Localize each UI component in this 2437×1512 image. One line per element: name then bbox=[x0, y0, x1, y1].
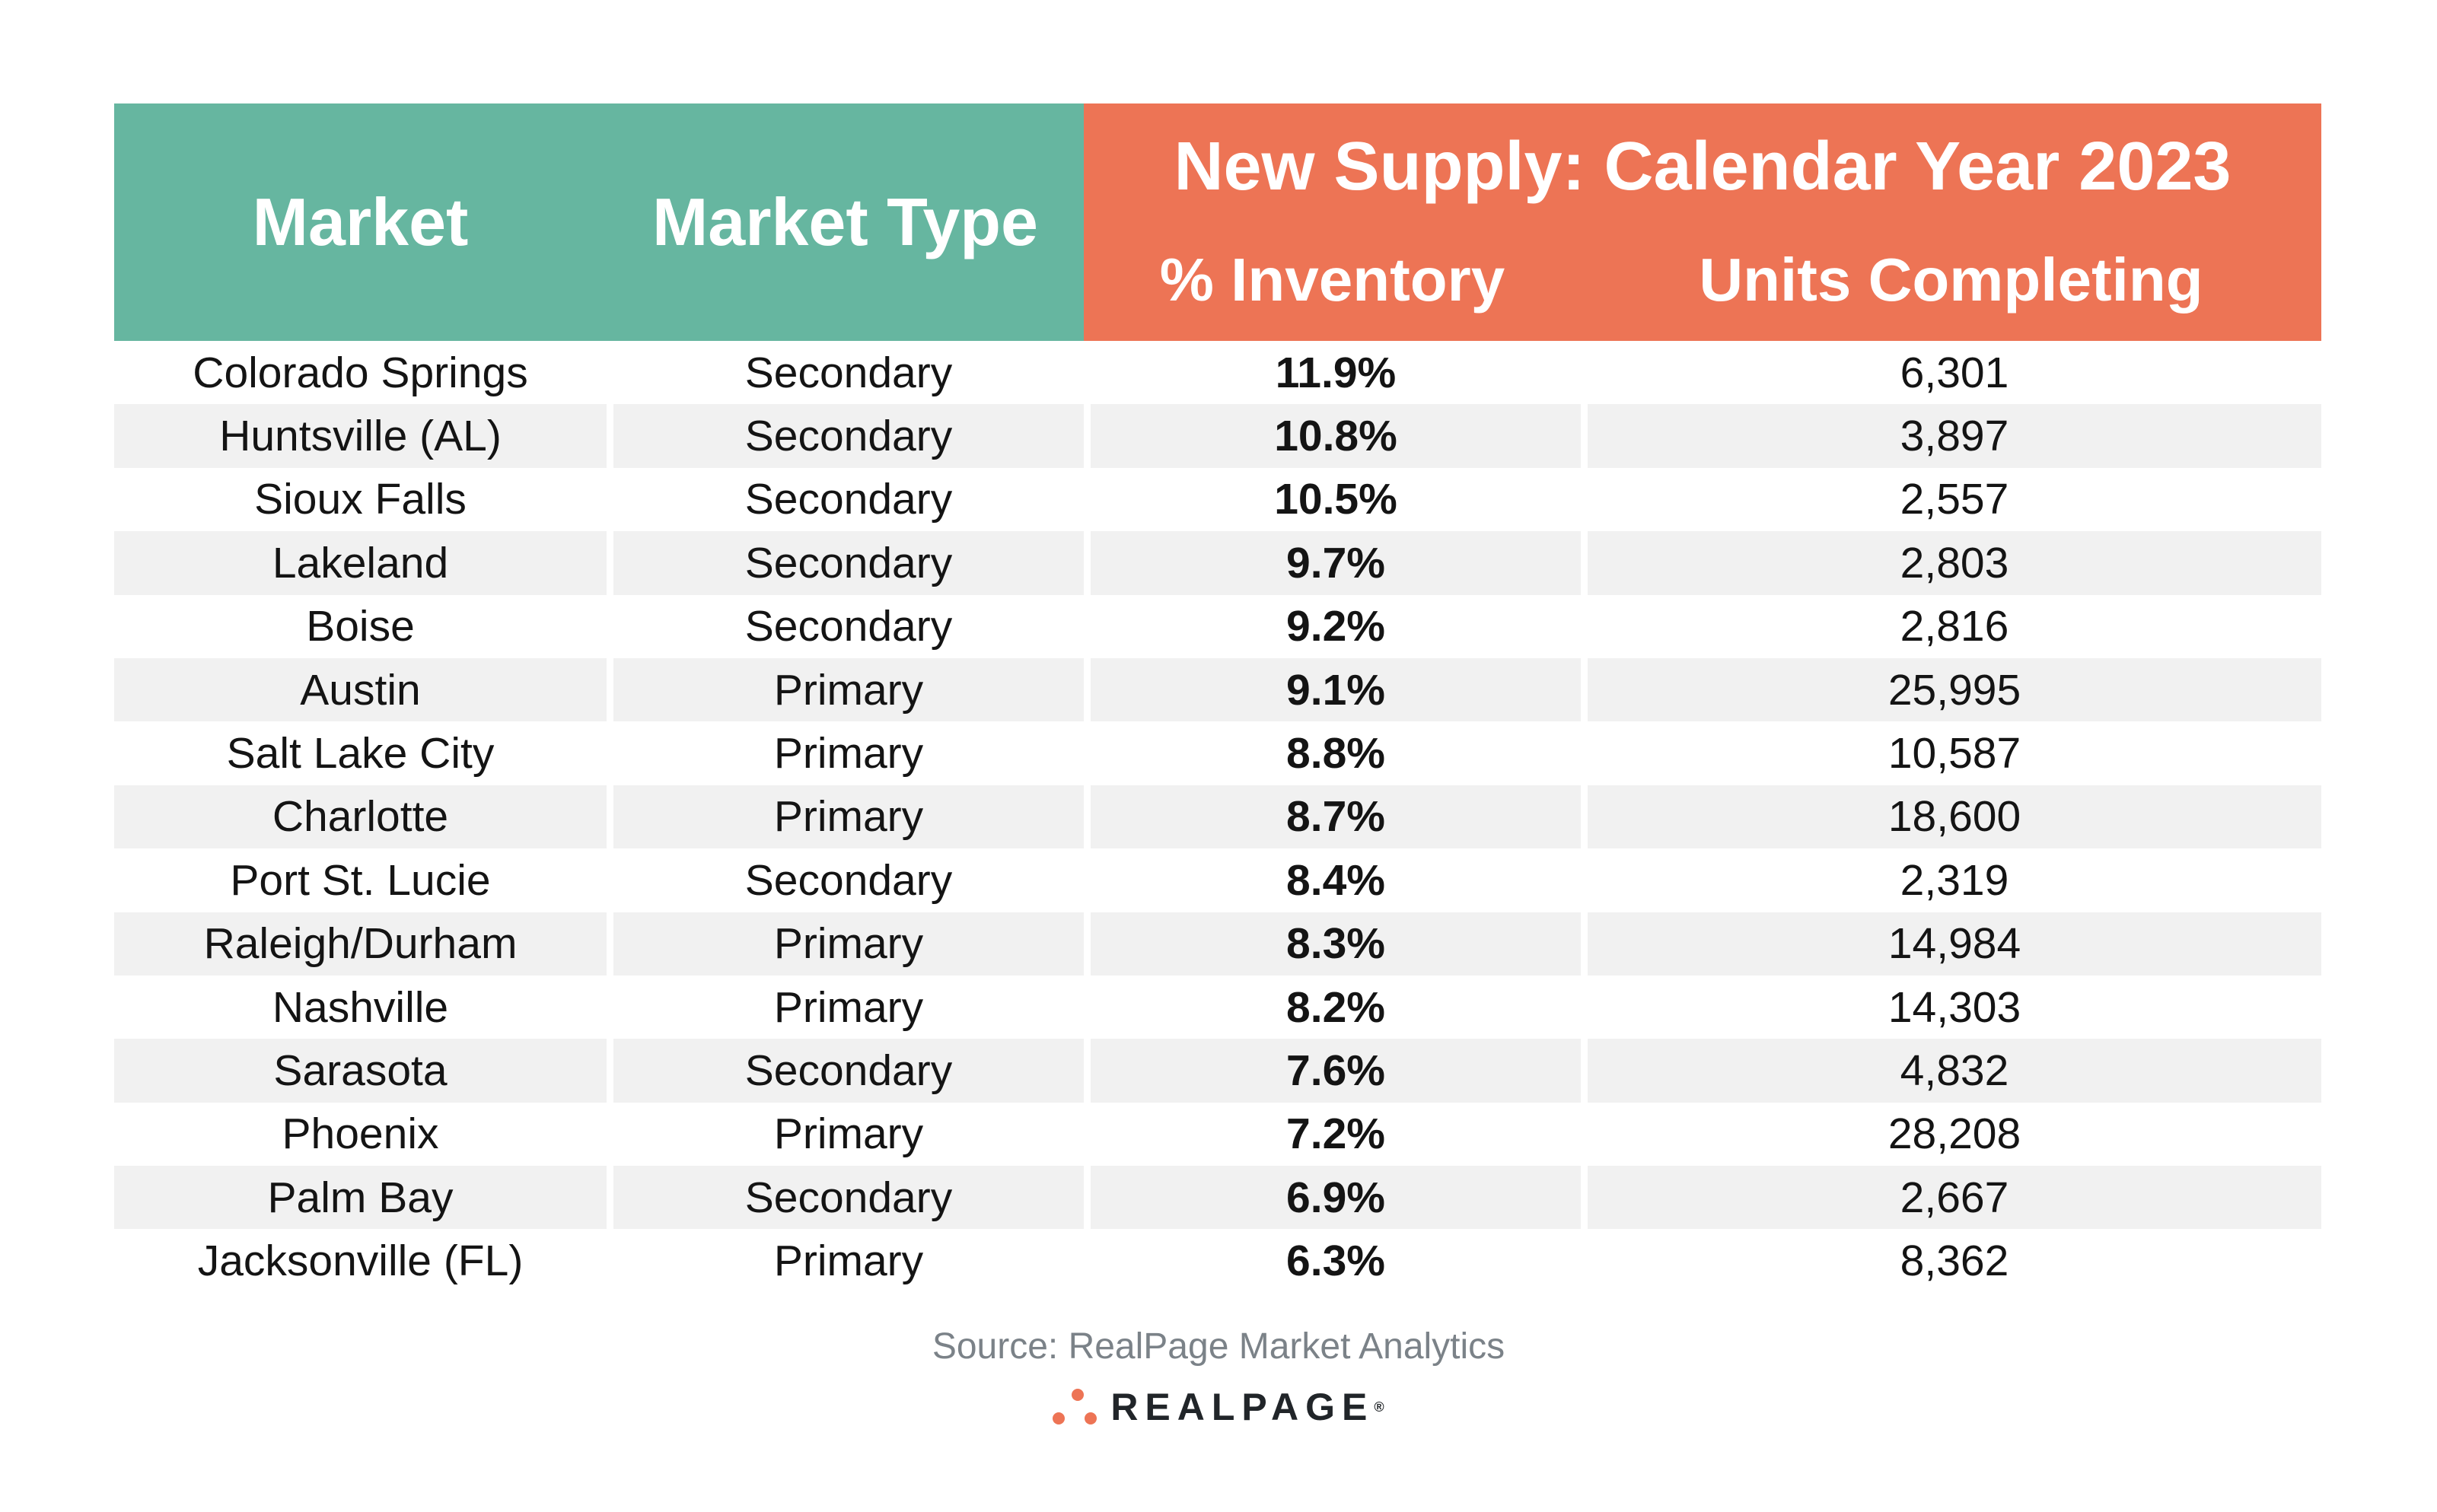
table-row: Raleigh/Durham Primary 8.3% 14,984 bbox=[114, 912, 2321, 976]
market-type-cell: Secondary bbox=[607, 467, 1084, 532]
units-completing-cell: 6,301 bbox=[1581, 341, 2321, 405]
pct-inventory-cell: 8.2% bbox=[1084, 975, 1581, 1039]
units-completing-cell: 2,667 bbox=[1581, 1166, 2321, 1230]
units-completing-cell: 8,362 bbox=[1581, 1229, 2321, 1293]
header-green-group: Market Market Type bbox=[114, 103, 1084, 341]
pct-inventory-cell: 8.8% bbox=[1084, 721, 1581, 785]
market-type-cell: Secondary bbox=[607, 848, 1084, 912]
units-completing-cell: 14,303 bbox=[1581, 975, 2321, 1039]
market-cell: Huntsville (AL) bbox=[219, 412, 502, 461]
supply-title: New Supply: Calendar Year 2023 bbox=[1174, 128, 2232, 205]
realpage-logo: REALPAGE ® bbox=[0, 1388, 2437, 1426]
realpage-wordmark: REALPAGE bbox=[1110, 1386, 1375, 1428]
market-cell: Boise bbox=[306, 602, 415, 651]
table-row: Boise Secondary 9.2% 2,816 bbox=[114, 594, 2321, 658]
market-cell: Austin bbox=[300, 665, 421, 715]
pct-inventory-column-header: % Inventory bbox=[1159, 246, 1505, 314]
market-cell: Sarasota bbox=[273, 1046, 448, 1095]
units-completing-cell: 4,832 bbox=[1581, 1039, 2321, 1103]
table-row: Lakeland Secondary 9.7% 2,803 bbox=[114, 531, 2321, 595]
table-row: Phoenix Primary 7.2% 28,208 bbox=[114, 1102, 2321, 1167]
table-row: Salt Lake City Primary 8.8% 10,587 bbox=[114, 721, 2321, 785]
table-row: Sarasota Secondary 7.6% 4,832 bbox=[114, 1039, 2321, 1103]
market-cell: Jacksonville (FL) bbox=[197, 1237, 524, 1286]
pct-inventory-cell: 10.5% bbox=[1084, 467, 1581, 532]
market-cell: Lakeland bbox=[272, 538, 449, 587]
market-type-cell: Secondary bbox=[607, 531, 1084, 595]
sub-header-row: % Inventory Units Completing bbox=[1084, 219, 2321, 341]
pct-inventory-cell: 7.6% bbox=[1084, 1039, 1581, 1103]
market-type-cell: Primary bbox=[607, 1229, 1084, 1293]
table-row: Port St. Lucie Secondary 8.4% 2,319 bbox=[114, 848, 2321, 912]
table-row: Colorado Springs Secondary 11.9% 6,301 bbox=[114, 341, 2321, 405]
table-row: Huntsville (AL) Secondary 10.8% 3,897 bbox=[114, 404, 2321, 468]
units-completing-cell: 25,995 bbox=[1581, 657, 2321, 722]
pct-inventory-cell: 6.9% bbox=[1084, 1166, 1581, 1230]
market-type-cell: Primary bbox=[607, 785, 1084, 849]
realpage-dots-icon bbox=[1053, 1389, 1097, 1425]
pct-inventory-cell: 6.3% bbox=[1084, 1229, 1581, 1293]
table-row: Jacksonville (FL) Primary 6.3% 8,362 bbox=[114, 1229, 2321, 1293]
market-type-cell: Primary bbox=[607, 975, 1084, 1039]
table-row: Charlotte Primary 8.7% 18,600 bbox=[114, 785, 2321, 849]
table-row: Nashville Primary 8.2% 14,303 bbox=[114, 975, 2321, 1039]
market-type-cell: Secondary bbox=[607, 404, 1084, 468]
market-type-cell: Secondary bbox=[607, 341, 1084, 405]
pct-inventory-cell: 9.7% bbox=[1084, 531, 1581, 595]
market-cell: Sioux Falls bbox=[254, 475, 467, 524]
market-type-cell: Primary bbox=[607, 912, 1084, 976]
market-type-cell: Secondary bbox=[607, 594, 1084, 658]
units-completing-cell: 2,557 bbox=[1581, 467, 2321, 532]
market-cell: Phoenix bbox=[282, 1109, 439, 1159]
pct-inventory-cell: 7.2% bbox=[1084, 1102, 1581, 1167]
pct-inventory-cell: 8.7% bbox=[1084, 785, 1581, 849]
units-completing-cell: 2,816 bbox=[1581, 594, 2321, 658]
table-body: Colorado Springs Secondary 11.9% 6,301 H… bbox=[114, 341, 2321, 1293]
units-completing-cell: 28,208 bbox=[1581, 1102, 2321, 1167]
market-cell: Palm Bay bbox=[267, 1173, 454, 1222]
pct-inventory-cell: 11.9% bbox=[1084, 341, 1581, 405]
pct-inventory-cell: 9.1% bbox=[1084, 657, 1581, 722]
registered-trademark: ® bbox=[1374, 1399, 1384, 1415]
table-row: Palm Bay Secondary 6.9% 2,667 bbox=[114, 1166, 2321, 1230]
table-header: Market Market Type New Supply: Calendar … bbox=[114, 103, 2321, 341]
units-completing-cell: 10,587 bbox=[1581, 721, 2321, 785]
units-completing-column-header: Units Completing bbox=[1699, 246, 2203, 314]
pct-inventory-cell: 8.3% bbox=[1084, 912, 1581, 976]
market-cell: Colorado Springs bbox=[193, 348, 528, 397]
market-cell: Salt Lake City bbox=[226, 729, 495, 778]
market-cell: Charlotte bbox=[272, 792, 449, 842]
table-row: Austin Primary 9.1% 25,995 bbox=[114, 657, 2321, 722]
market-cell: Port St. Lucie bbox=[230, 855, 491, 905]
market-column-header: Market bbox=[252, 184, 469, 259]
units-completing-cell: 14,984 bbox=[1581, 912, 2321, 976]
units-completing-cell: 18,600 bbox=[1581, 785, 2321, 849]
table-row: Sioux Falls Secondary 10.5% 2,557 bbox=[114, 467, 2321, 532]
market-cell: Raleigh/Durham bbox=[203, 919, 518, 969]
units-completing-cell: 2,319 bbox=[1581, 848, 2321, 912]
pct-inventory-cell: 9.2% bbox=[1084, 594, 1581, 658]
units-completing-cell: 2,803 bbox=[1581, 531, 2321, 595]
market-type-cell: Primary bbox=[607, 721, 1084, 785]
market-type-column-header: Market Type bbox=[652, 184, 1038, 259]
market-type-cell: Primary bbox=[607, 657, 1084, 722]
supply-table: Market Market Type New Supply: Calendar … bbox=[114, 103, 2321, 1293]
pct-inventory-cell: 10.8% bbox=[1084, 404, 1581, 468]
market-type-cell: Secondary bbox=[607, 1039, 1084, 1103]
pct-inventory-cell: 8.4% bbox=[1084, 848, 1581, 912]
source-note: Source: RealPage Market Analytics bbox=[932, 1326, 1505, 1367]
units-completing-cell: 3,897 bbox=[1581, 404, 2321, 468]
header-orange-group: New Supply: Calendar Year 2023 % Invento… bbox=[1084, 103, 2321, 341]
market-cell: Nashville bbox=[272, 982, 449, 1032]
market-type-cell: Primary bbox=[607, 1102, 1084, 1167]
market-type-cell: Secondary bbox=[607, 1166, 1084, 1230]
